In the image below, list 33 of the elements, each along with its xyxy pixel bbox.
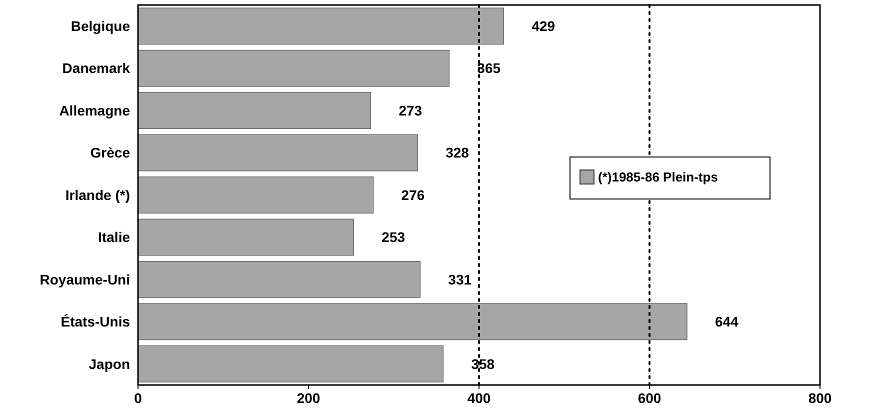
data-label: 644 (715, 314, 739, 330)
x-tick-label: 400 (467, 390, 491, 406)
data-label: 365 (477, 60, 501, 76)
data-label: 273 (398, 102, 422, 118)
y-tick-label: Irlande (*) (65, 186, 130, 203)
y-tick-label: Royaume-Uni (40, 271, 130, 288)
data-label: 429 (532, 18, 556, 34)
x-tick-label: 600 (638, 390, 662, 406)
data-label: 276 (401, 186, 425, 203)
bar (138, 260, 420, 298)
bar (138, 345, 444, 382)
data-label: 358 (471, 356, 495, 372)
data-label: 331 (448, 271, 472, 288)
bar (138, 303, 688, 340)
bar (138, 92, 372, 130)
y-tick-label: Grèce (90, 144, 130, 161)
y-tick-label: Allemagne (59, 102, 130, 118)
x-tick-label: 800 (808, 390, 832, 406)
data-label: 328 (446, 144, 470, 161)
bar (138, 176, 374, 214)
bar (138, 218, 354, 256)
data-label: 253 (382, 229, 406, 246)
x-tick-label: 0 (134, 390, 142, 406)
y-tick-label: Belgique (70, 18, 130, 34)
y-tick-label: Danemark (62, 60, 130, 76)
bar (138, 134, 418, 172)
y-tick-label: Italie (98, 229, 130, 246)
y-tick-label: Japon (88, 356, 130, 372)
x-tick-label: 200 (296, 390, 320, 406)
bar (138, 50, 450, 87)
bar (138, 8, 504, 45)
legend-label: (*)1985-86 Plein-tps (598, 170, 718, 185)
y-tick-label: États-Unis (60, 314, 130, 330)
